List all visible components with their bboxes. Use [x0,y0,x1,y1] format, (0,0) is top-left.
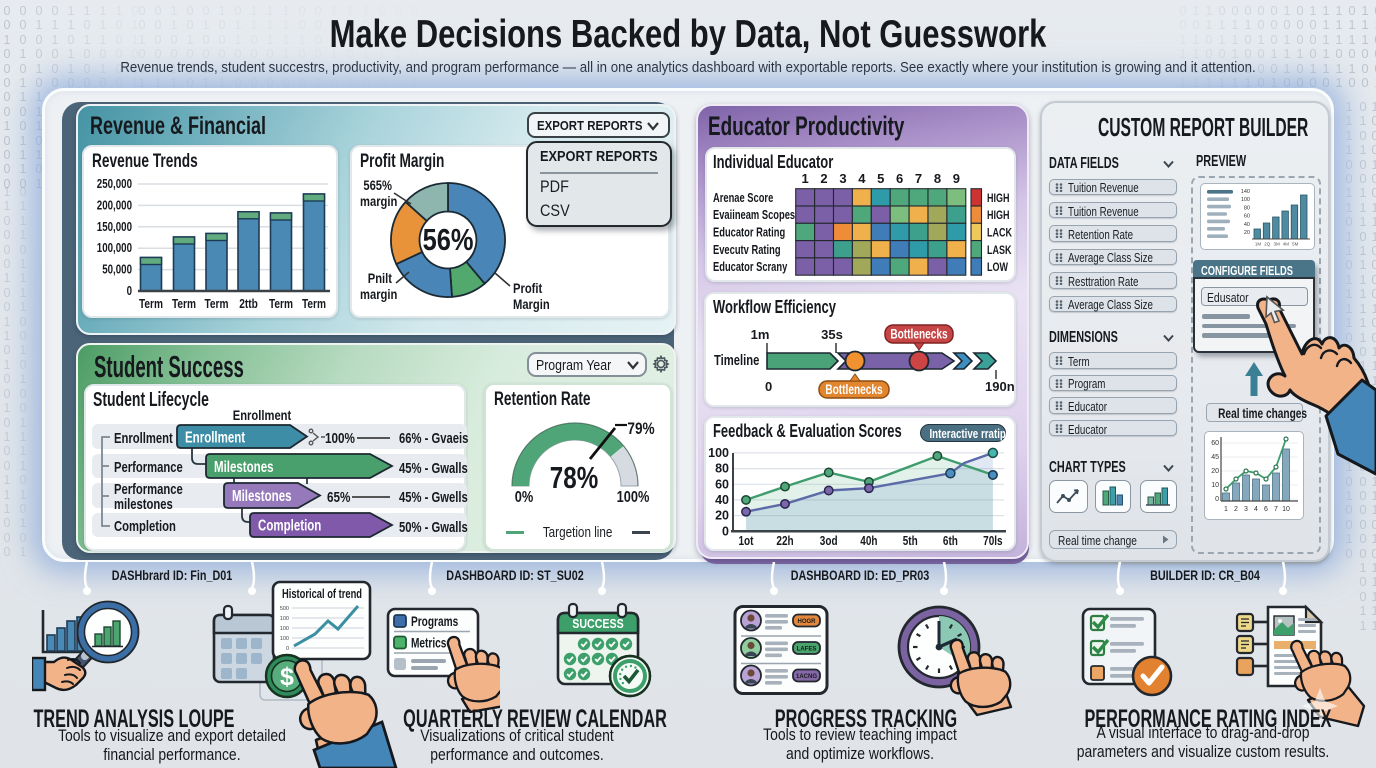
svg-text:Programs: Programs [411,614,459,630]
svg-text:20: 20 [715,509,729,523]
svg-text:200,000: 200,000 [97,199,132,212]
svg-text:4M: 4M [1283,242,1290,247]
svg-text:80: 80 [715,462,729,476]
svg-text:Term: Term [204,297,228,311]
svg-text:20: 20 [1244,230,1250,236]
svg-text:0: 0 [286,646,289,652]
svg-text:LACK: LACK [987,226,1012,240]
svg-text:6: 6 [1264,506,1268,513]
svg-text:190n: 190n [985,379,1015,394]
svg-text:Historical of trend: Historical of trend [282,588,362,602]
svg-text:60: 60 [715,477,729,491]
svg-text:Educator Scrany: Educator Scrany [713,261,788,275]
svg-text:2: 2 [1234,506,1238,513]
svg-text:HOGR: HOGR [798,619,817,625]
svg-text:Term: Term [172,297,196,311]
svg-text:100,000: 100,000 [97,242,132,255]
svg-text:HIGH: HIGH [987,192,1009,206]
svg-text:Completion: Completion [258,516,321,534]
svg-text:Milestones: Milestones [232,486,292,504]
svg-text:Educator Rating: Educator Rating [713,226,785,240]
svg-text:100: 100 [280,636,289,642]
svg-text:3: 3 [839,171,846,186]
svg-text:6th: 6th [943,535,958,548]
svg-text:100: 100 [280,616,289,622]
svg-text:100: 100 [1241,197,1250,203]
svg-text:250,000: 250,000 [97,178,132,191]
svg-text:Milestones: Milestones [214,457,274,475]
svg-text:1m: 1m [751,327,770,342]
svg-text:$: $ [280,663,294,691]
svg-text:4: 4 [858,171,866,186]
svg-text:5: 5 [877,171,884,186]
svg-text:Metrics: Metrics [411,635,447,651]
svg-text:7: 7 [915,171,922,186]
svg-text:50,000: 50,000 [102,264,132,277]
svg-text:Arenae Score: Arenae Score [713,192,773,206]
svg-text:HIGH: HIGH [987,209,1009,223]
svg-text:0: 0 [1215,496,1219,503]
svg-text:Term: Term [269,297,293,311]
svg-text:3M: 3M [1273,242,1280,247]
svg-text:40h: 40h [860,535,877,548]
svg-text:80: 80 [1244,205,1250,211]
svg-text:100: 100 [708,446,729,460]
svg-text:1: 1 [802,171,809,186]
svg-text:35s: 35s [821,327,843,342]
svg-text:Enrollment: Enrollment [185,428,245,446]
svg-text:22h: 22h [776,535,793,548]
svg-text:Evecutv Rating: Evecutv Rating [713,243,781,257]
svg-text:3: 3 [1244,506,1248,513]
svg-text:9: 9 [953,171,960,186]
svg-text:1M: 1M [1255,242,1262,247]
svg-text:60: 60 [1211,440,1219,447]
svg-text:45: 45 [1211,454,1219,461]
svg-text:Bottlenecks: Bottlenecks [825,382,883,398]
svg-text:4: 4 [1254,506,1258,513]
svg-text:2Q: 2Q [1264,242,1271,247]
svg-text:LOW: LOW [987,261,1008,275]
svg-text:2ttb: 2ttb [239,297,258,311]
svg-text:6: 6 [896,171,903,186]
svg-text:10: 10 [1282,506,1290,513]
svg-text:5M: 5M [1292,242,1299,247]
svg-text:Bottlenecks: Bottlenecks [890,326,948,342]
svg-text:40: 40 [1244,222,1250,228]
svg-text:1ot: 1ot [739,535,754,548]
svg-text:Term: Term [302,297,326,311]
svg-text:Evaiineam Scopes: Evaiineam Scopes [713,209,795,223]
svg-text:140: 140 [1241,189,1250,195]
svg-text:20: 20 [1211,468,1219,475]
svg-text:Timeline: Timeline [714,351,759,368]
svg-text:0: 0 [765,379,772,394]
svg-text:5th: 5th [903,535,918,548]
svg-text:0: 0 [722,524,729,538]
svg-text:0: 0 [127,285,132,298]
svg-text:3od: 3od [820,535,838,548]
svg-text:7: 7 [1274,506,1278,513]
svg-text:100: 100 [280,626,289,632]
svg-text:8: 8 [934,171,941,186]
svg-text:500: 500 [280,606,289,612]
svg-text:70ls: 70ls [983,535,1002,548]
svg-text:2: 2 [820,171,827,186]
svg-text:10: 10 [1211,482,1219,489]
svg-text:LASK: LASK [987,244,1012,258]
svg-text:Term: Term [139,297,163,311]
svg-text:150,000: 150,000 [97,221,132,234]
svg-text:1ACNG: 1ACNG [796,674,817,680]
svg-text:LAFES: LAFES [797,647,817,653]
svg-text:1: 1 [1224,506,1228,513]
svg-text:SUCCESS: SUCCESS [572,616,624,631]
svg-text:40: 40 [715,493,729,507]
svg-text:56%: 56% [423,223,474,258]
svg-text:60: 60 [1244,214,1250,220]
